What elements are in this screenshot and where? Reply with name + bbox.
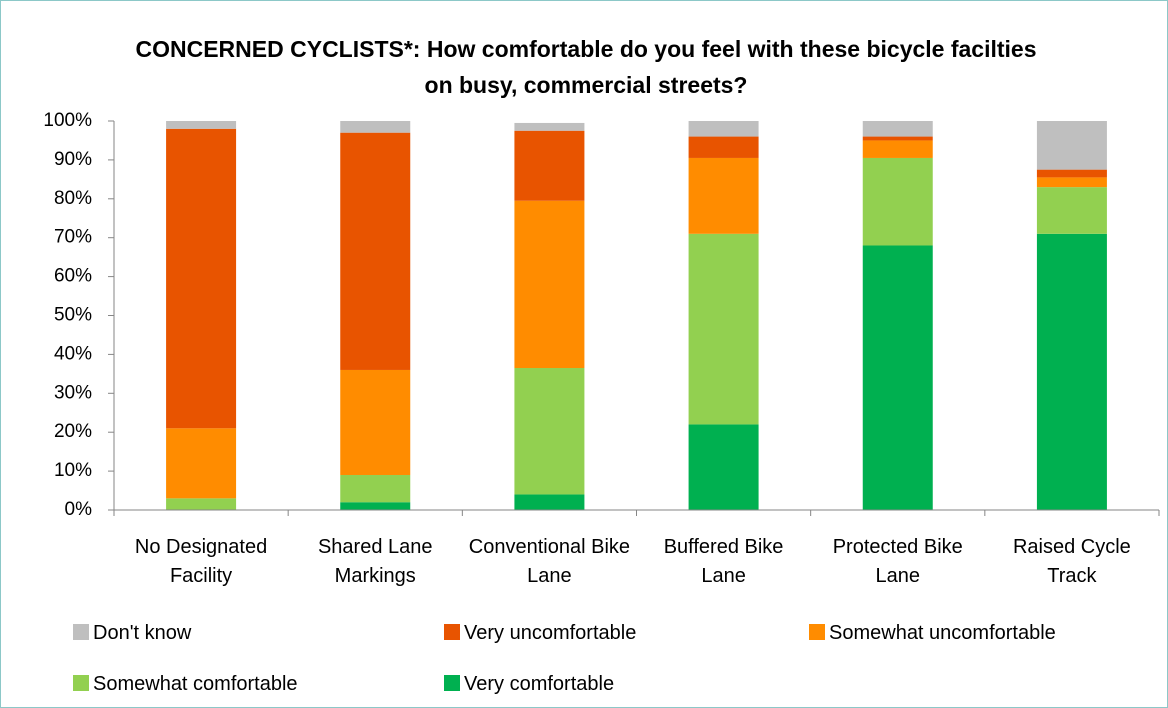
chart-title: CONCERNED CYCLISTS*: How comfortable do … [135, 36, 1037, 98]
legend-label: Very uncomfortable [464, 622, 637, 644]
x-tick-label: No Designated Facility [134, 536, 268, 587]
bar-segment [514, 122, 585, 131]
legend-item: Somewhat uncomfortable [809, 621, 1056, 645]
y-tick-label: 10% [54, 460, 92, 481]
bar-segment [340, 474, 411, 503]
legend-swatch [73, 624, 89, 640]
y-tick-label: 0% [65, 499, 93, 520]
bar-segment [688, 233, 759, 425]
bar-segment [340, 132, 411, 370]
legend-swatch [809, 624, 825, 640]
bar-segment [1036, 121, 1107, 170]
legend-item: Somewhat comfortable [73, 672, 298, 696]
legend-item: Don't know [73, 621, 191, 645]
legend-label: Don't know [93, 622, 192, 644]
x-tick-label: Protected Bike Lane [832, 536, 963, 587]
y-tick-label: 90% [54, 149, 92, 170]
y-tick-label: 60% [54, 266, 92, 287]
bar-segment [688, 157, 759, 234]
bar-segment [862, 121, 933, 137]
legend-swatch [444, 624, 460, 640]
bar-segment [340, 121, 411, 133]
legend-item: Very uncomfortable [444, 621, 636, 645]
y-tick-label: 30% [54, 382, 92, 403]
y-tick-label: 70% [54, 227, 92, 248]
legend-item: Very comfortable [444, 672, 614, 696]
y-tick-label: 80% [54, 188, 92, 209]
x-tick-label: Conventional Bike Lane [468, 536, 631, 587]
bar-segment [166, 498, 237, 510]
x-tick-label: Raised Cycle Track [1012, 536, 1131, 587]
y-tick-label: 50% [54, 305, 92, 326]
x-tick-label: Buffered Bike Lane [663, 536, 784, 587]
y-tick-label: 100% [43, 110, 92, 131]
bar-segment [166, 121, 237, 129]
bar-segment [1036, 169, 1107, 178]
bar-segment [862, 136, 933, 141]
legend-swatch [73, 675, 89, 691]
bar-segment [862, 157, 933, 246]
legend-swatch [444, 675, 460, 691]
bar-segment [688, 136, 759, 158]
bar-segment [340, 502, 411, 510]
bar-segment [166, 128, 237, 429]
legend-label: Very comfortable [464, 673, 615, 695]
bar-segment [514, 130, 585, 201]
legend-label: Somewhat comfortable [93, 673, 298, 695]
bar-segment [1036, 177, 1107, 188]
bar-segment [166, 428, 237, 499]
bar-segment [514, 494, 585, 510]
bar-segment [340, 369, 411, 475]
y-tick-label: 40% [54, 343, 92, 364]
bar-segment [688, 424, 759, 510]
bar-segment [1036, 187, 1107, 234]
y-tick-label: 20% [54, 421, 92, 442]
bar-segment [514, 368, 585, 495]
bar-segment [688, 121, 759, 137]
legend-label: Somewhat uncomfortable [829, 622, 1056, 644]
bar-segment [862, 140, 933, 158]
bar-segment [514, 200, 585, 369]
bar-segment [1036, 233, 1107, 510]
x-tick-label: Shared Lane Markings [317, 536, 433, 587]
bar-segment [862, 245, 933, 511]
